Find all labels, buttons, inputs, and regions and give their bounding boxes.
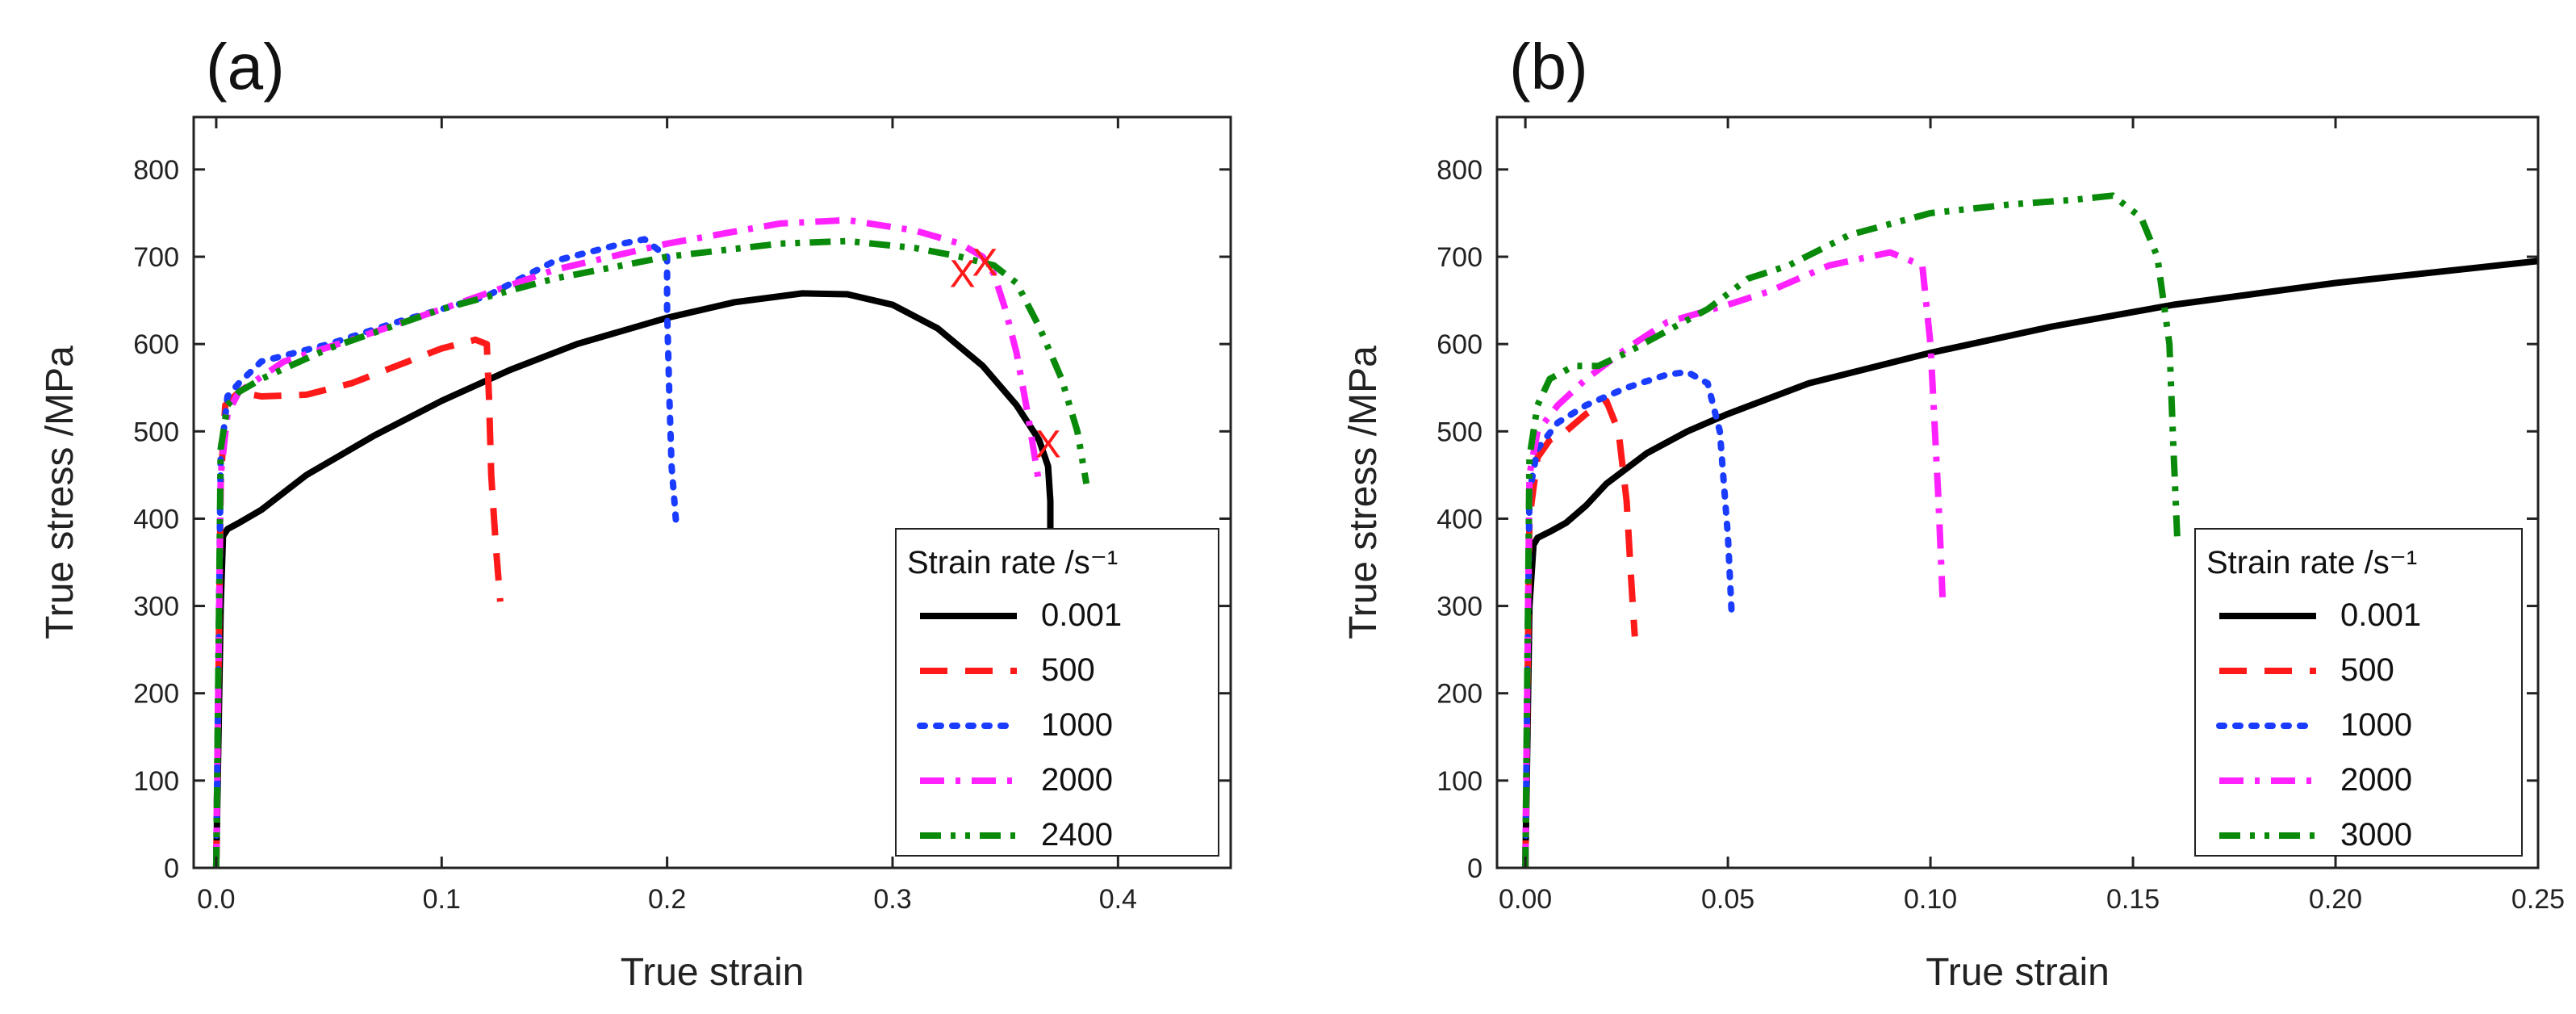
panel-b-x-tick-label: 0.20 [2309,884,2362,915]
panel-a-x-tick-label: 0.0 [197,884,235,915]
panel-b-y-tick-label: 300 [1436,592,1482,622]
panel-b-label: (b) [1509,31,1588,103]
panel-a-series-line-2400 [212,237,1090,868]
panel-a-x-tick-label: 0.3 [873,884,911,915]
panel-b-series-line-2000 [1522,249,1947,868]
panel-a-y-tick-label: 600 [133,329,179,360]
panel-a-y-tick-label: 0 [164,853,179,884]
panel-a-x-tick-label: 0.2 [648,884,686,915]
panel-a-legend: Strain rate /s⁻¹ 0.001 500 1000 2000 2400 [895,528,1219,857]
panel-a-y-tick-label: 400 [133,504,179,534]
panel-a-label: (a) [206,31,285,103]
panel-a-legend-label-2400: 2400 [1041,817,1113,853]
panel-b-x-tick-label: 0.10 [1904,884,1957,915]
panel-b-x-tick-label: 0.15 [2106,884,2160,915]
panel-a-plot-frame [192,115,1232,869]
panel-b-y-tick-label: 500 [1436,417,1482,447]
panel-b-series-line-0.001 [1522,258,2538,868]
panel-b-legend-label-1000: 1000 [2340,707,2412,743]
panel-a-legend-label-500: 500 [1041,652,1095,688]
panel-a-legend-label-0.001: 0.001 [1041,597,1122,633]
panel-b-y-tick-label: 600 [1436,329,1482,360]
panel-a-x-tick-label: 0.4 [1099,884,1137,915]
panel-b-y-tick-label: 400 [1436,504,1482,534]
panel-a-fracture-marker: X [972,242,998,285]
panel-a-series-line-0.001 [212,290,1054,868]
panel-a-fracture-marker: X [950,254,976,296]
panel-b-x-tick-label: 0.25 [2511,884,2565,915]
panel-a-y-tick-label: 300 [133,592,179,622]
panel-b-legend: Strain rate /s⁻¹ 0.001 500 1000 2000 3000 [2194,528,2523,857]
panel-b-y-tick-label: 0 [1467,853,1482,884]
panel-a-y-tick-label: 100 [133,766,179,797]
panel-b: (b) 0.00 0.05 0.10 0.15 0.20 0.25 0 100 200 300 400… [1342,31,2565,994]
panel-b-x-axis-title: True strain [1926,951,2110,994]
panel-b-y-tick-label: 800 [1436,155,1482,186]
panel-b-x-tick-label: 0.05 [1701,884,1754,915]
panel-a-y-tick-label: 700 [133,242,179,273]
panel-a-series-group [212,216,1090,868]
panel-a-x-tick-label: 0.1 [423,884,461,915]
panel-b-legend-label-0.001: 0.001 [2340,597,2421,633]
panel-a-y-tick-label: 500 [133,417,179,447]
panel-a-legend-label-1000: 1000 [1041,707,1113,743]
panel-b-legend-box [2194,528,2523,857]
panel-b-series-line-500 [1522,397,1638,868]
panel-a-y-tick-label: 800 [133,155,179,186]
panel-b-y-axis-title: True stress /MPa [1342,346,1385,639]
panel-b-plot-frame [1495,115,2540,869]
panel-b-y-tick-label: 100 [1436,766,1482,797]
panel-a-y-axis-title: True stress /MPa [39,346,82,639]
panel-a-legend-title: Strain rate /s⁻¹ [907,545,1118,580]
panel-b-legend-label-2000: 2000 [2340,762,2412,798]
panel-b-legend-title: Strain rate /s⁻¹ [2206,545,2417,580]
panel-b-y-tick-label: 200 [1436,679,1482,710]
panel-b-x-tick-label: 0.00 [1499,884,1552,915]
panel-a-legend-box [895,528,1219,857]
panel-a-legend-label-2000: 2000 [1041,762,1113,798]
panel-a-y-tick-label: 200 [133,679,179,710]
panel-b-legend-label-500: 500 [2340,652,2394,688]
panel-b-series-line-3000 [1522,192,2181,868]
panel-a-x-axis-title: True strain [621,951,805,994]
panel-b-series-group [1522,192,2538,868]
panel-b-series-line-1000 [1522,368,1736,868]
panel-a-fracture-marker: X [1035,424,1061,467]
panel-a-series-line-500 [212,336,504,868]
panel-b-y-tick-label: 700 [1436,242,1482,273]
panel-b-legend-label-3000: 3000 [2340,817,2412,853]
